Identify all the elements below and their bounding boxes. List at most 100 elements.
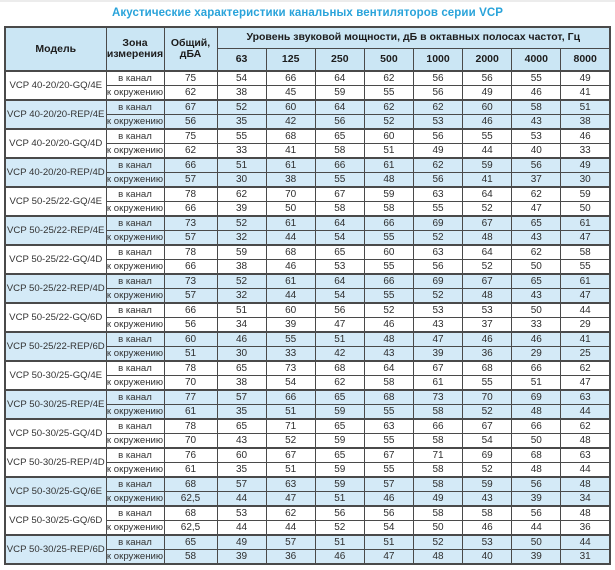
band-level-cell: 65: [314, 418, 365, 434]
band-level-cell: 52: [265, 433, 316, 449]
band-level-cell: 52: [462, 462, 513, 478]
band-level-cell: 46: [363, 491, 415, 507]
band-level-cell: 59: [314, 433, 365, 449]
zone-cell: к окружению: [105, 549, 165, 565]
zone-cell: к окружению: [105, 491, 165, 507]
band-level-cell: 47: [363, 549, 415, 565]
band-level-cell: 58: [363, 375, 415, 391]
band-level-cell: 51: [511, 375, 562, 391]
col-header-zone: Зона измерения: [105, 26, 165, 72]
band-level-cell: 51: [216, 302, 267, 318]
band-level-cell: 43: [511, 230, 562, 246]
total-dba-cell: 70: [163, 433, 218, 449]
total-dba-cell: 57: [163, 288, 218, 304]
band-level-cell: 56: [412, 172, 464, 188]
zone-cell: к окружению: [105, 317, 165, 333]
band-level-cell: 44: [560, 462, 611, 478]
band-level-cell: 52: [412, 534, 464, 550]
table-row: к окружению 70 43 52 59 55 58 54 50 48: [5, 433, 611, 449]
band-level-cell: 33: [560, 143, 611, 159]
band-level-cell: 36: [560, 520, 611, 536]
band-level-cell: 52: [412, 230, 464, 246]
band-level-cell: 40: [511, 143, 562, 159]
band-level-cell: 32: [216, 288, 267, 304]
band-level-cell: 58: [412, 462, 464, 478]
total-dba-cell: 68: [163, 505, 218, 521]
band-level-cell: 64: [314, 273, 365, 289]
band-level-cell: 44: [511, 520, 562, 536]
band-level-cell: 30: [216, 346, 267, 362]
table-row: VCP 50-30/25-REP/6D в канал 65 49 57 51 51 52 53…: [4, 534, 611, 565]
col-header-freq-250: 250: [314, 47, 365, 72]
zone-cell: в канал: [105, 360, 165, 376]
band-level-cell: 51: [216, 157, 267, 173]
band-level-cell: 43: [216, 433, 267, 449]
band-level-cell: 46: [462, 331, 513, 347]
band-level-cell: 66: [314, 157, 365, 173]
zone-cell: в канал: [105, 70, 165, 86]
band-level-cell: 64: [314, 70, 365, 86]
table-row: VCP 40-20/20-GQ/4E в канал 75 54 66 64 62 56 56 5…: [4, 70, 611, 101]
zone-cell: в канал: [105, 273, 165, 289]
band-level-cell: 44: [560, 534, 611, 550]
band-level-cell: 39: [412, 346, 464, 362]
table-row: VCP 40-20/20-REP/4D в канал 66 51 61 66 61 62 59…: [4, 157, 611, 188]
table-row: VCP 50-25/22-REP/6D в канал 60 46 55 51 48 47 46…: [4, 331, 611, 362]
band-level-cell: 65: [314, 447, 365, 463]
band-level-cell: 49: [560, 157, 611, 173]
band-level-cell: 73: [265, 360, 316, 376]
model-cell: VCP 50-30/25-GQ/4E: [4, 360, 107, 391]
band-level-cell: 55: [265, 331, 316, 347]
band-level-cell: 65: [511, 273, 562, 289]
band-level-cell: 55: [363, 433, 415, 449]
band-level-cell: 37: [511, 172, 562, 188]
band-level-cell: 44: [462, 143, 513, 159]
total-dba-cell: 56: [163, 114, 218, 130]
band-level-cell: 47: [314, 317, 365, 333]
model-cell: VCP 50-25/22-GQ/6D: [4, 302, 107, 333]
band-level-cell: 47: [265, 491, 316, 507]
table-row: к окружению 66 38 46 53 55 56 52 50 55: [5, 259, 611, 275]
total-dba-cell: 78: [163, 418, 218, 434]
band-level-cell: 32: [216, 230, 267, 246]
band-level-cell: 60: [265, 99, 316, 115]
zone-cell: в канал: [105, 418, 165, 434]
band-level-cell: 29: [560, 317, 611, 333]
band-level-cell: 59: [314, 476, 365, 492]
total-dba-cell: 57: [163, 230, 218, 246]
zone-cell: к окружению: [105, 375, 165, 391]
band-level-cell: 52: [462, 259, 513, 275]
band-level-cell: 68: [511, 447, 562, 463]
band-level-cell: 43: [511, 288, 562, 304]
table-row: VCP 50-30/25-GQ/6E в канал 68 57 63 59 57 58 59 5…: [4, 476, 611, 507]
total-dba-cell: 62,5: [163, 520, 218, 536]
band-level-cell: 61: [265, 157, 316, 173]
table-row: VCP 50-30/25-GQ/4E в канал 78 65 73 68 64 67 68 6…: [4, 360, 611, 391]
band-level-cell: 52: [216, 99, 267, 115]
band-level-cell: 39: [511, 549, 562, 565]
band-level-cell: 56: [511, 505, 562, 521]
band-level-cell: 58: [412, 433, 464, 449]
band-level-cell: 62: [560, 418, 611, 434]
band-level-cell: 52: [216, 273, 267, 289]
total-dba-cell: 73: [163, 215, 218, 231]
band-level-cell: 47: [560, 230, 611, 246]
band-level-cell: 42: [265, 114, 316, 130]
band-level-cell: 55: [216, 128, 267, 144]
band-level-cell: 34: [560, 491, 611, 507]
band-level-cell: 56: [314, 302, 365, 318]
total-dba-cell: 51: [163, 346, 218, 362]
band-level-cell: 59: [314, 404, 365, 420]
band-level-cell: 55: [363, 85, 415, 101]
band-level-cell: 33: [265, 346, 316, 362]
total-dba-cell: 66: [163, 259, 218, 275]
band-level-cell: 43: [511, 114, 562, 130]
band-level-cell: 68: [265, 244, 316, 260]
col-header-freq-125: 125: [265, 47, 316, 72]
band-level-cell: 69: [412, 215, 464, 231]
total-dba-cell: 75: [163, 70, 218, 86]
model-cell: VCP 50-25/22-GQ/4E: [4, 186, 107, 217]
total-dba-cell: 70: [163, 375, 218, 391]
table-row: к окружению 57 30 38 55 48 56 41 37 30: [5, 172, 611, 188]
band-level-cell: 66: [265, 389, 316, 405]
